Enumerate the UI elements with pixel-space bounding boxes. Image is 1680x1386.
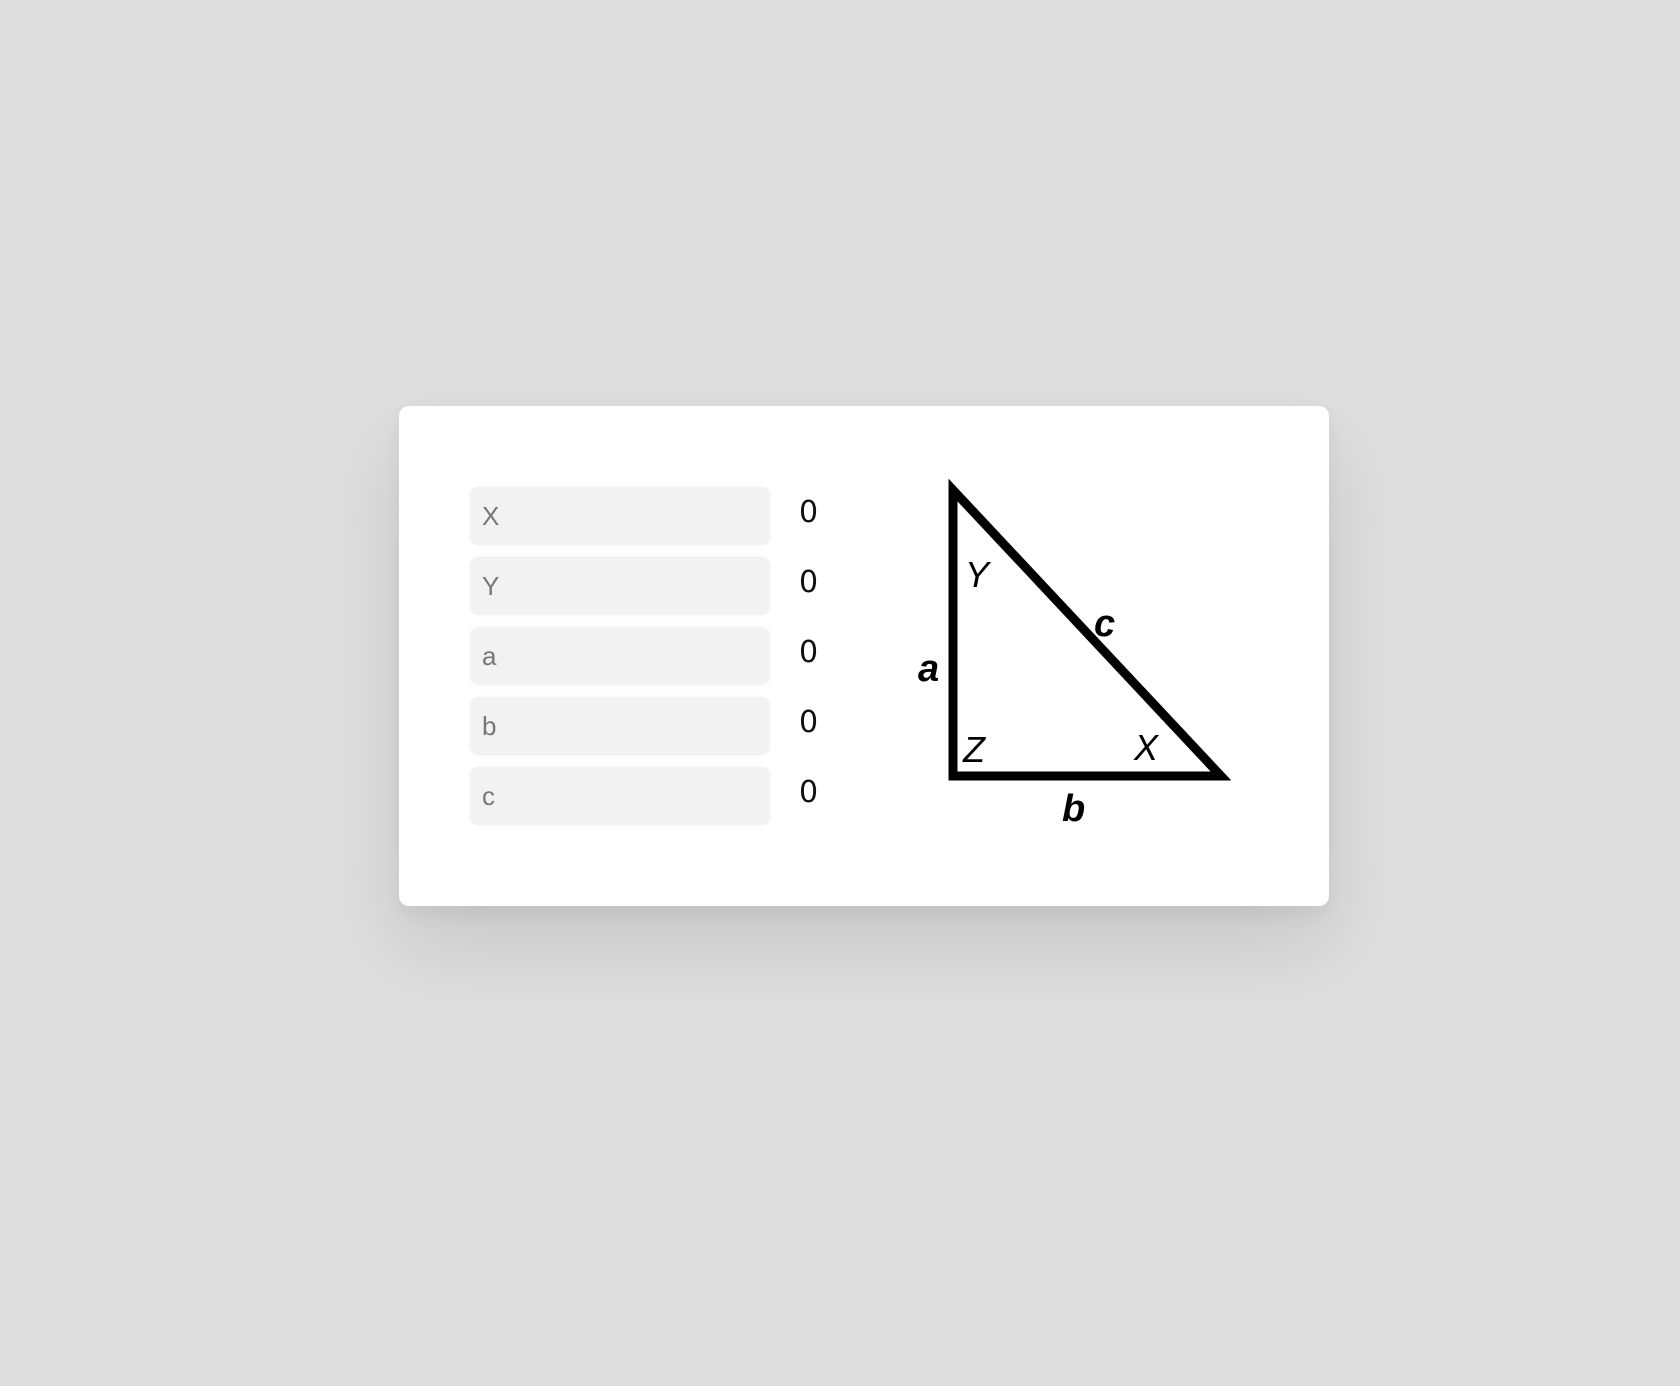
angle-x-label: X: [1133, 727, 1160, 768]
angle-y-input[interactable]: [470, 557, 770, 615]
input-fields: 0 0 0 0 0: [470, 487, 818, 837]
side-b-input[interactable]: [470, 697, 770, 755]
side-b-result: 0: [799, 705, 819, 740]
side-a-input[interactable]: [470, 627, 770, 685]
field-row-angle-x: 0: [470, 487, 818, 545]
side-a-label: a: [918, 648, 939, 690]
side-c-label: c: [1094, 603, 1115, 645]
angle-x-input[interactable]: [470, 487, 770, 545]
field-row-side-c: 0: [470, 767, 818, 825]
triangle-shape: [948, 478, 1232, 781]
calculator-card: 0 0 0 0 0 Y Z X a b c: [399, 406, 1329, 906]
angle-z-label: Z: [962, 729, 986, 770]
side-c-result: 0: [799, 775, 819, 810]
angle-y-label: Y: [965, 554, 992, 595]
field-row-angle-y: 0: [470, 557, 818, 615]
field-row-side-b: 0: [470, 697, 818, 755]
right-triangle-diagram: Y Z X a b c: [918, 478, 1232, 830]
field-row-side-a: 0: [470, 627, 818, 685]
side-a-result: 0: [799, 635, 819, 670]
side-b-label: b: [1062, 788, 1085, 830]
angle-x-result: 0: [799, 495, 819, 530]
side-c-input[interactable]: [470, 767, 770, 825]
angle-y-result: 0: [799, 565, 819, 600]
